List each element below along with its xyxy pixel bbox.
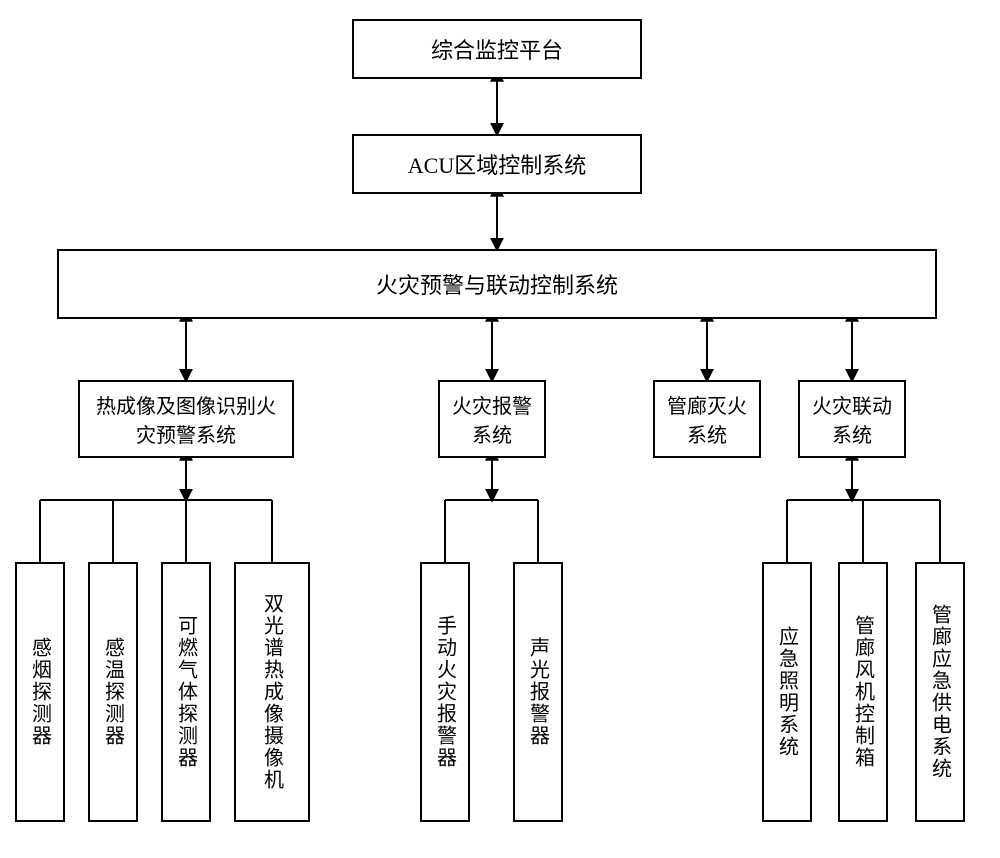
node-n16: 管廊应急供电系统 (915, 562, 965, 822)
node-label: 手动火灾报警器 (431, 615, 460, 769)
node-n10: 可燃气体探测器 (161, 562, 211, 822)
node-label: 火灾联动系统 (808, 390, 896, 448)
node-n11: 双光谱热成像摄像机 (234, 562, 310, 822)
node-label: 管廊应急供电系统 (926, 604, 955, 780)
node-n5: 火灾报警系统 (438, 380, 546, 458)
node-label: 可燃气体探测器 (172, 615, 201, 769)
node-n8: 感烟探测器 (15, 562, 65, 822)
node-label: 管廊风机控制箱 (849, 615, 878, 769)
node-n13: 声光报警器 (513, 562, 563, 822)
node-label: 管廊灭火系统 (663, 390, 751, 448)
node-n14: 应急照明系统 (762, 562, 812, 822)
node-label: 感烟探测器 (26, 637, 55, 747)
node-n1: 综合监控平台 (352, 19, 642, 79)
node-n12: 手动火灾报警器 (420, 562, 470, 822)
node-label: 声光报警器 (524, 637, 553, 747)
node-label: 火灾报警系统 (448, 390, 536, 448)
node-label: 火灾预警与联动控制系统 (376, 268, 618, 300)
node-n7: 火灾联动系统 (798, 380, 906, 458)
node-label: 双光谱热成像摄像机 (258, 593, 287, 791)
node-label: 感温探测器 (99, 637, 128, 747)
node-n15: 管廊风机控制箱 (838, 562, 888, 822)
node-n2: ACU区域控制系统 (352, 134, 642, 194)
node-n3: 火灾预警与联动控制系统 (57, 249, 937, 319)
node-label: 应急照明系统 (773, 626, 802, 758)
node-n6: 管廊灭火系统 (653, 380, 761, 458)
node-label: ACU区域控制系统 (408, 148, 586, 180)
node-label: 综合监控平台 (431, 33, 563, 65)
node-label: 热成像及图像识别火灾预警系统 (88, 390, 284, 448)
node-n9: 感温探测器 (88, 562, 138, 822)
node-n4: 热成像及图像识别火灾预警系统 (78, 380, 294, 458)
